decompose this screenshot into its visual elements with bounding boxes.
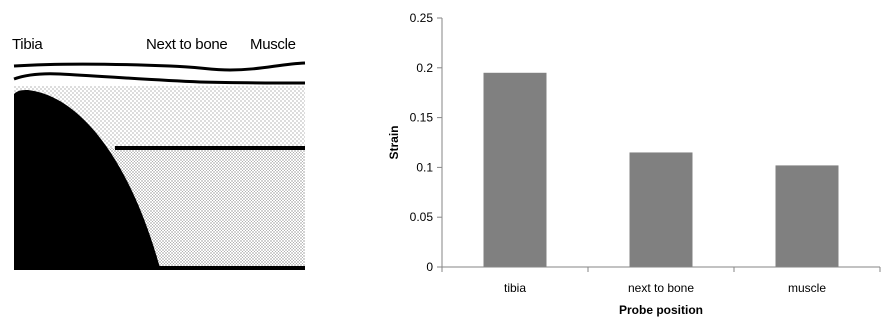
y-tick-label: 0 <box>426 260 433 274</box>
bar-next-to-bone <box>629 152 693 267</box>
x-tick-label: tibia <box>504 281 526 295</box>
skin-line-top <box>13 61 306 72</box>
label-next-to-bone: Next to bone <box>146 36 228 53</box>
x-tick-label: next to bone <box>628 281 694 295</box>
tibia-bone-shape <box>14 90 160 268</box>
bars-layer <box>483 72 839 267</box>
bar-muscle <box>775 165 839 267</box>
label-muscle: Muscle <box>250 36 296 53</box>
x-axis-title: Probe position <box>619 303 703 317</box>
skin-line-second <box>13 72 306 85</box>
y-axis-title: Strain <box>387 125 401 159</box>
bar-tibia <box>483 72 547 267</box>
y-tick-label: 0.1 <box>416 160 433 174</box>
y-tick-label: 0.15 <box>410 111 434 125</box>
strain-bar-chart: 0 0.05 0.1 0.15 0.2 0.25 tibia next to bone musc… <box>370 0 893 320</box>
labels-layer: 0 0.05 0.1 0.15 0.2 0.25 tibia next to bone musc… <box>387 11 826 317</box>
label-tibia: Tibia <box>12 36 43 53</box>
y-tick-label: 0.05 <box>410 210 434 224</box>
x-tick-label: muscle <box>788 281 826 295</box>
tissue-diagram: Tibia Next to bone Muscle <box>0 0 320 290</box>
tissue-diagram-graphic <box>13 61 306 270</box>
axes-layer <box>437 17 881 272</box>
y-tick-label: 0.25 <box>410 11 434 25</box>
y-tick-label: 0.2 <box>416 61 433 75</box>
chart-canvas: 0 0.05 0.1 0.15 0.2 0.25 tibia next to bone musc… <box>387 11 881 317</box>
